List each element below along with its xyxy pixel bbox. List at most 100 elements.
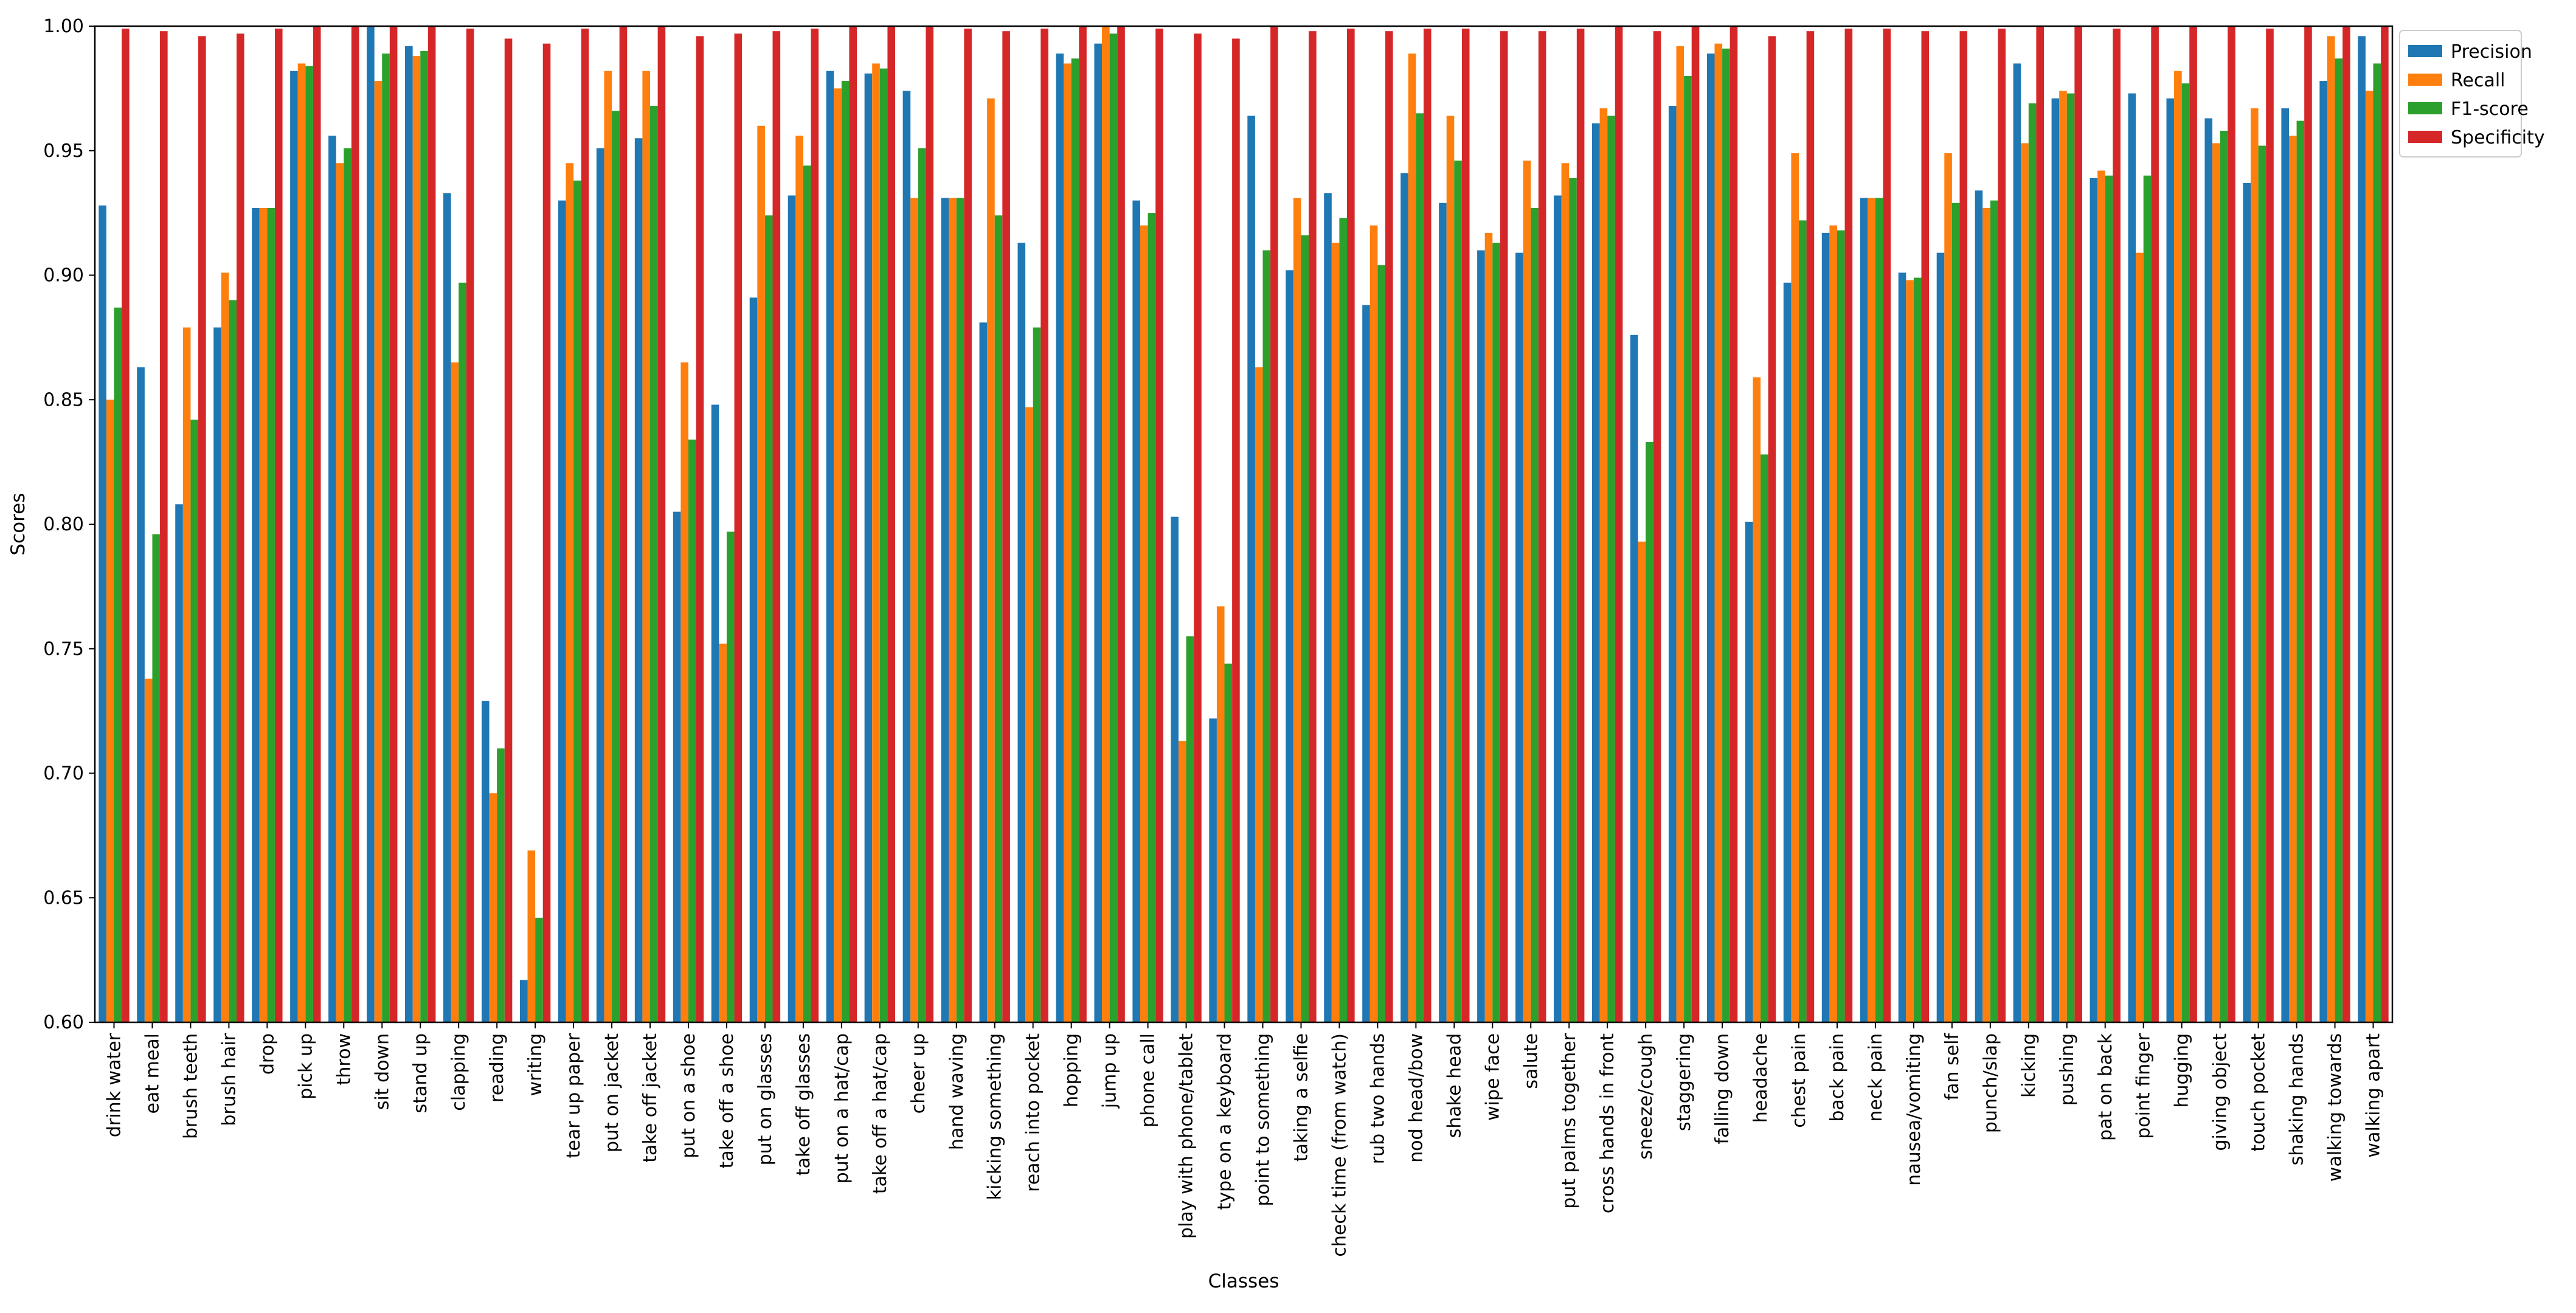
bar-f1-score — [1224, 663, 1233, 1022]
legend: Precision Recall F1-score Specificity — [2399, 30, 2545, 158]
bar-recall — [719, 643, 727, 1022]
bar-f1-score — [2220, 130, 2228, 1023]
bar-specificity — [313, 26, 321, 1022]
bar-recall — [680, 362, 688, 1022]
x-tick-label: sit down — [372, 1033, 393, 1110]
bar-specificity — [1423, 29, 1432, 1023]
bar-f1-score — [2296, 120, 2305, 1023]
bar-recall — [2288, 136, 2297, 1023]
bar-precision — [788, 195, 796, 1023]
bar-f1-score — [726, 532, 735, 1022]
y-tick-label: 0.65 — [43, 887, 84, 909]
bar-f1-score — [267, 207, 275, 1023]
bar-f1-score — [1646, 442, 1653, 1022]
bar-recall — [949, 198, 957, 1022]
bar-recall — [566, 163, 574, 1023]
x-tick-label: headache — [1750, 1033, 1771, 1123]
x-axis-label: Classes — [1208, 1270, 1279, 1292]
bar-f1-score — [1301, 235, 1309, 1023]
bar-recall — [1331, 243, 1340, 1022]
x-tick-label: shake head — [1444, 1033, 1465, 1138]
bar-f1-score — [803, 165, 811, 1022]
bar-specificity — [274, 29, 283, 1023]
x-tick-label: walking apart — [2363, 1033, 2384, 1158]
x-tick-label: falling down — [1712, 1033, 1733, 1145]
x-tick-label: put on a shoe — [678, 1033, 699, 1159]
x-tick-label: reading — [486, 1033, 508, 1103]
x-tick-label: rub two hands — [1367, 1033, 1388, 1164]
bar-recall — [1216, 606, 1225, 1022]
bar-recall — [336, 163, 344, 1023]
bar-specificity — [122, 29, 130, 1023]
bar-recall — [527, 850, 536, 1022]
bar-recall — [1714, 43, 1723, 1022]
x-tick-label: brush hair — [218, 1033, 240, 1126]
bar-f1-score — [612, 111, 620, 1023]
bar-specificity — [1347, 29, 1355, 1023]
bar-specificity — [1309, 31, 1317, 1023]
bar-recall — [1140, 225, 1148, 1023]
legend-swatch-recall — [2408, 74, 2442, 86]
bar-precision — [2051, 98, 2060, 1022]
bar-specificity — [2304, 26, 2312, 1022]
bar-f1-score — [1454, 161, 1462, 1022]
bar-recall — [1753, 377, 1761, 1022]
bar-specificity — [1002, 31, 1010, 1023]
bar-f1-score — [841, 81, 850, 1023]
bar-recall — [1064, 63, 1072, 1022]
bar-specificity — [1883, 29, 1891, 1023]
bar-precision — [2128, 93, 2136, 1022]
bar-specificity — [2113, 29, 2121, 1023]
bar-recall — [182, 327, 191, 1022]
bar-precision — [673, 511, 681, 1022]
x-tick-label: wipe face — [1482, 1033, 1503, 1121]
x-axis: drink water eat meal brush teeth brush hair… — [103, 1022, 2384, 1257]
bar-specificity — [1270, 26, 1278, 1022]
bar-specificity — [236, 33, 244, 1022]
bar-precision — [2090, 178, 2098, 1022]
y-axis-label: Scores — [7, 493, 29, 556]
bar-recall — [872, 63, 880, 1022]
bar-specificity — [657, 26, 666, 1022]
bar-f1-score — [879, 68, 888, 1023]
bar-precision — [1860, 198, 1868, 1022]
bar-precision — [1745, 521, 1753, 1022]
bar-specificity — [1691, 26, 1700, 1022]
bar-specificity — [1998, 29, 2006, 1023]
x-tick-label: drink water — [103, 1033, 125, 1137]
bar-recall — [1255, 367, 1263, 1022]
bar-specificity — [849, 26, 857, 1022]
bar-precision — [826, 71, 834, 1023]
bar-precision — [1094, 43, 1103, 1022]
x-tick-label: take off jacket — [640, 1033, 661, 1163]
x-tick-label: cheer up — [908, 1033, 929, 1114]
bar-f1-score — [1377, 265, 1385, 1022]
bar-specificity — [2381, 26, 2389, 1022]
bar-f1-score — [956, 198, 964, 1022]
x-tick-label: play with phone/tablet — [1176, 1033, 1197, 1239]
bar-f1-score — [2373, 63, 2381, 1022]
bar-specificity — [1844, 29, 1853, 1023]
bar-specificity — [1079, 26, 1087, 1022]
bar-f1-score — [918, 148, 926, 1022]
bar-f1-score — [2181, 83, 2190, 1023]
bar-f1-score — [229, 300, 237, 1023]
bar-specificity — [1729, 26, 1738, 1022]
x-tick-label: point finger — [2133, 1033, 2155, 1138]
x-tick-label: nausea/vomiting — [1903, 1033, 1925, 1186]
bar-recall — [2021, 143, 2029, 1023]
bar-recall — [1369, 225, 1378, 1023]
bar-specificity — [504, 38, 513, 1023]
x-tick-label: phone call — [1138, 1033, 1159, 1128]
bar-specificity — [964, 29, 972, 1023]
bar-f1-score — [1033, 327, 1041, 1022]
x-tick-label: throw — [333, 1033, 355, 1085]
bar-specificity — [351, 26, 359, 1022]
bar-recall — [1829, 225, 1837, 1023]
bar-recall — [1599, 108, 1608, 1022]
bar-precision — [1056, 54, 1064, 1022]
bar-specificity — [389, 26, 398, 1022]
x-tick-label: put palms together — [1559, 1033, 1580, 1208]
x-tick-label: eat meal — [142, 1033, 163, 1114]
bar-precision — [2358, 36, 2366, 1022]
